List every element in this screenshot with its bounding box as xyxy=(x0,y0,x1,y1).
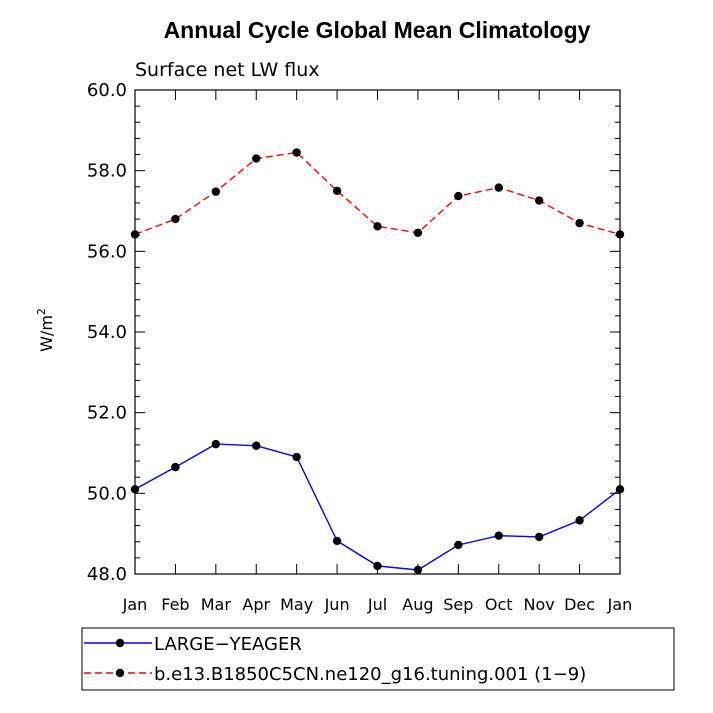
series-1-point xyxy=(373,222,382,231)
series-0-point xyxy=(534,532,544,542)
y-tick-label: 50.0 xyxy=(87,483,127,504)
y-tick-label: 54.0 xyxy=(87,322,127,343)
legend-marker-1 xyxy=(115,668,125,678)
legend-marker-0 xyxy=(115,638,125,648)
series-line-1 xyxy=(134,151,621,236)
x-tick-label: Jul xyxy=(367,595,387,614)
y-axis-label: W/m2 xyxy=(35,308,56,352)
x-tick-label: Oct xyxy=(485,595,513,614)
x-tick-label: Feb xyxy=(161,595,189,614)
series-0-point xyxy=(615,485,625,494)
series-0-point xyxy=(575,516,584,525)
y-tick-label: 52.0 xyxy=(87,403,127,424)
chart-subtitle: Surface net LW flux xyxy=(135,59,320,81)
x-tick-label: Sep xyxy=(443,595,473,614)
series-1-point xyxy=(413,228,423,237)
y-tick-label: 58.0 xyxy=(87,161,127,182)
legend-label-0: LARGE−YEAGER xyxy=(154,634,302,655)
series-1-point xyxy=(454,191,463,201)
x-tick-label: Mar xyxy=(201,595,232,614)
x-tick-label: Jan xyxy=(607,595,633,614)
y-axis-label-exponent: 2 xyxy=(35,308,48,315)
y-tick-label: 60.0 xyxy=(87,80,127,101)
series-0-point xyxy=(292,452,301,462)
series-0-point xyxy=(373,561,382,571)
series-1-point xyxy=(575,218,584,228)
series-line-0 xyxy=(134,443,621,571)
plot-frame xyxy=(134,89,621,575)
series-1-point xyxy=(292,148,301,157)
legend-box xyxy=(81,627,675,691)
series-0-point xyxy=(171,462,180,472)
series-1-point xyxy=(252,154,261,163)
legend: LARGE−YEAGER b.e13.B1850C5CN.ne120_g16.tu… xyxy=(81,627,675,691)
series-1-point xyxy=(332,186,342,196)
series-1-point xyxy=(211,187,221,196)
y-tick-label: 56.0 xyxy=(87,241,127,262)
series-0-point xyxy=(252,441,261,450)
x-tick-label: Nov xyxy=(524,595,555,614)
series-0-point xyxy=(494,531,503,540)
x-tick-label: Jan xyxy=(122,595,148,614)
chart-title: Annual Cycle Global Mean Climatology xyxy=(164,17,591,43)
series-0-point xyxy=(454,540,463,550)
x-tick-label: May xyxy=(280,595,313,614)
x-tick-label: Jun xyxy=(324,595,350,614)
y-axis-label-units: W/m xyxy=(37,315,56,352)
x-tick-label: Apr xyxy=(242,595,270,614)
plot-area: 48.0 50.0 52.0 54.0 56.0 58.0 60.0 Jan Feb Mar Apr… xyxy=(87,80,632,614)
series-1-point xyxy=(534,196,544,205)
x-tick-label: Aug xyxy=(402,595,433,614)
legend-label-1: b.e13.B1850C5CN.ne120_g16.tuning.001 (1−… xyxy=(154,664,586,685)
series-0-point xyxy=(332,536,342,546)
series-0-point xyxy=(413,565,423,575)
series-1-point xyxy=(615,230,625,239)
x-tick-label: Dec xyxy=(564,595,595,614)
series-1-point xyxy=(130,230,140,239)
series-0-point xyxy=(130,485,140,494)
y-tick-label: 48.0 xyxy=(87,564,127,585)
series-1-point xyxy=(494,183,503,192)
series-0-point xyxy=(211,439,221,449)
series-1-point xyxy=(171,214,180,224)
